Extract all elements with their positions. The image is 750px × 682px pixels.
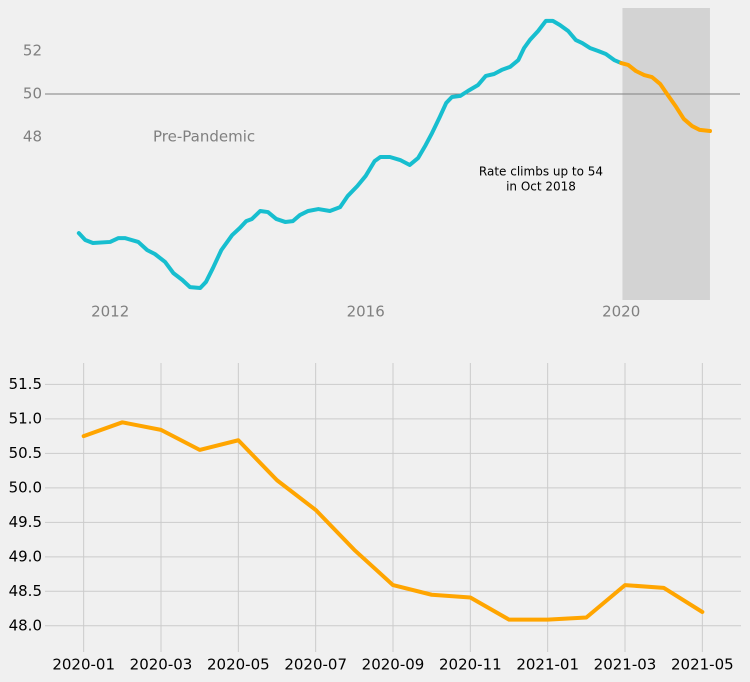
y-tick-label: 50 (23, 85, 42, 103)
line-series (81, 420, 705, 622)
y-tick-label: 48.0 (9, 616, 42, 634)
x-tick-label: 2012 (91, 303, 129, 321)
x-tick-label: 2020-01 (52, 656, 115, 674)
x-tick-label: 2021-03 (594, 656, 657, 674)
x-tick-label: 2020-05 (207, 656, 270, 674)
x-tick-label: 2020 (602, 303, 640, 321)
x-tick-label: 2020-11 (439, 656, 502, 674)
annotation: Pre-Pandemic (153, 128, 255, 146)
x-tick-label: 2016 (347, 303, 385, 321)
x-tick-label: 2020-07 (284, 656, 347, 674)
y-tick-label: 49.5 (9, 513, 42, 531)
annotation: in Oct 2018 (506, 180, 576, 194)
annotation: Rate climbs up to 54 (479, 165, 603, 179)
y-tick-label: 51.0 (9, 409, 42, 427)
y-tick-label: 52 (23, 42, 42, 60)
shaded-span (622, 8, 710, 300)
chart: 48.0 48.5 49.0 49.5 50.0 50.5 51.0 51.5 2020-01 2… (9, 363, 741, 674)
line-series (619, 61, 712, 133)
line-series (76, 18, 624, 290)
y-tick-label: 49.0 (9, 547, 42, 565)
y-tick-label: 48.5 (9, 582, 42, 600)
x-tick-label: 2020-03 (130, 656, 193, 674)
x-tick-label: 2021-01 (516, 656, 579, 674)
y-tick-label: 51.5 (9, 375, 42, 393)
x-tick-label: 2020-09 (362, 656, 425, 674)
chart: 48 50 52 2012 2016 2020 (23, 8, 740, 321)
y-tick-label: 50.5 (9, 444, 42, 462)
y-tick-label: 50.0 (9, 478, 42, 496)
x-tick-label: 2021-05 (671, 656, 734, 674)
y-tick-label: 48 (23, 128, 42, 146)
